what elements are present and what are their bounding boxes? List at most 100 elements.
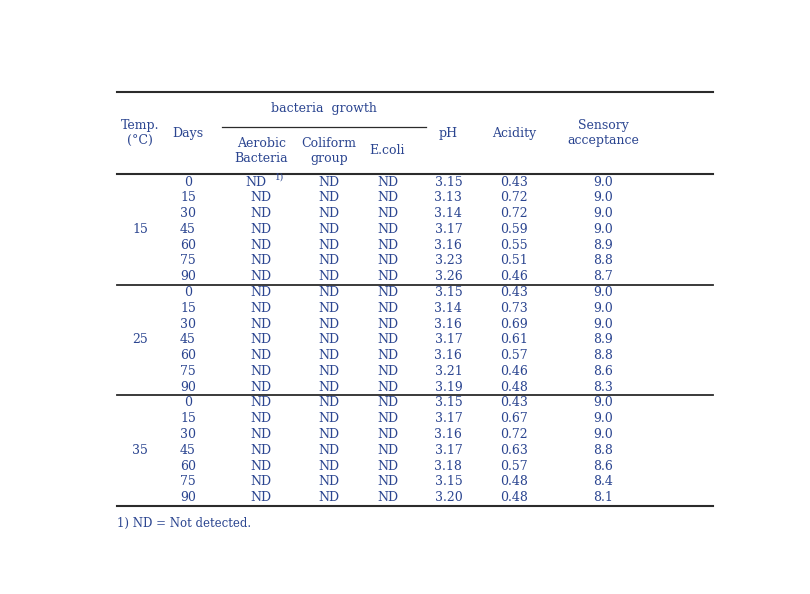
Text: ND: ND bbox=[318, 349, 339, 362]
Text: ND: ND bbox=[377, 254, 398, 267]
Text: ND: ND bbox=[318, 207, 339, 220]
Text: 0.67: 0.67 bbox=[501, 412, 528, 425]
Text: 9.0: 9.0 bbox=[594, 207, 613, 220]
Text: E.coli: E.coli bbox=[369, 144, 405, 157]
Text: ND: ND bbox=[377, 428, 398, 441]
Text: 1): 1) bbox=[275, 173, 284, 182]
Text: ND: ND bbox=[318, 318, 339, 331]
Text: 8.8: 8.8 bbox=[594, 444, 613, 457]
Text: ND: ND bbox=[318, 333, 339, 346]
Text: Temp.
(°C): Temp. (°C) bbox=[121, 119, 160, 147]
Text: 30: 30 bbox=[180, 318, 196, 331]
Text: 8.1: 8.1 bbox=[594, 491, 613, 504]
Text: 0.48: 0.48 bbox=[501, 475, 528, 488]
Text: ND: ND bbox=[377, 381, 398, 394]
Text: ND: ND bbox=[377, 365, 398, 378]
Text: 0.57: 0.57 bbox=[501, 349, 528, 362]
Text: ND: ND bbox=[377, 286, 398, 299]
Text: ND: ND bbox=[318, 223, 339, 236]
Text: 15: 15 bbox=[180, 191, 196, 204]
Text: ND: ND bbox=[251, 428, 272, 441]
Text: ND: ND bbox=[377, 207, 398, 220]
Text: 3.17: 3.17 bbox=[434, 333, 463, 346]
Text: 60: 60 bbox=[180, 349, 196, 362]
Text: Coliform
group: Coliform group bbox=[301, 137, 356, 165]
Text: 8.9: 8.9 bbox=[594, 239, 613, 252]
Text: 3.14: 3.14 bbox=[434, 302, 463, 315]
Text: 25: 25 bbox=[132, 333, 148, 346]
Text: 75: 75 bbox=[180, 475, 196, 488]
Text: 0.72: 0.72 bbox=[501, 207, 528, 220]
Text: ND: ND bbox=[245, 176, 266, 188]
Text: ND: ND bbox=[318, 254, 339, 267]
Text: 35: 35 bbox=[132, 444, 148, 457]
Text: 8.8: 8.8 bbox=[594, 349, 613, 362]
Text: 9.0: 9.0 bbox=[594, 286, 613, 299]
Text: 0.61: 0.61 bbox=[501, 333, 528, 346]
Text: 30: 30 bbox=[180, 428, 196, 441]
Text: bacteria  growth: bacteria growth bbox=[271, 102, 377, 115]
Text: 9.0: 9.0 bbox=[594, 176, 613, 188]
Text: ND: ND bbox=[377, 349, 398, 362]
Text: 0.55: 0.55 bbox=[501, 239, 528, 252]
Text: 75: 75 bbox=[180, 254, 196, 267]
Text: ND: ND bbox=[377, 302, 398, 315]
Text: Days: Days bbox=[173, 127, 203, 140]
Text: ND: ND bbox=[251, 381, 272, 394]
Text: Aerobic
Bacteria: Aerobic Bacteria bbox=[235, 137, 288, 165]
Text: ND: ND bbox=[377, 270, 398, 283]
Text: 8.6: 8.6 bbox=[594, 460, 613, 473]
Text: 0: 0 bbox=[184, 176, 192, 188]
Text: 90: 90 bbox=[180, 491, 196, 504]
Text: ND: ND bbox=[251, 365, 272, 378]
Text: 60: 60 bbox=[180, 460, 196, 473]
Text: 3.15: 3.15 bbox=[434, 475, 463, 488]
Text: Sensory
acceptance: Sensory acceptance bbox=[568, 119, 639, 147]
Text: ND: ND bbox=[377, 176, 398, 188]
Text: 9.0: 9.0 bbox=[594, 191, 613, 204]
Text: ND: ND bbox=[377, 239, 398, 252]
Text: 0.43: 0.43 bbox=[501, 286, 528, 299]
Text: 8.6: 8.6 bbox=[594, 365, 613, 378]
Text: 15: 15 bbox=[132, 223, 148, 236]
Text: ND: ND bbox=[318, 412, 339, 425]
Text: ND: ND bbox=[318, 270, 339, 283]
Text: ND: ND bbox=[377, 412, 398, 425]
Text: ND: ND bbox=[318, 239, 339, 252]
Text: 3.26: 3.26 bbox=[434, 270, 463, 283]
Text: 3.16: 3.16 bbox=[434, 318, 463, 331]
Text: 9.0: 9.0 bbox=[594, 302, 613, 315]
Text: 3.15: 3.15 bbox=[434, 176, 463, 188]
Text: 9.0: 9.0 bbox=[594, 428, 613, 441]
Text: 3.13: 3.13 bbox=[434, 191, 463, 204]
Text: 3.16: 3.16 bbox=[434, 428, 463, 441]
Text: 8.9: 8.9 bbox=[594, 333, 613, 346]
Text: 8.8: 8.8 bbox=[594, 254, 613, 267]
Text: 0.57: 0.57 bbox=[501, 460, 528, 473]
Text: 0.73: 0.73 bbox=[501, 302, 528, 315]
Text: ND: ND bbox=[251, 349, 272, 362]
Text: ND: ND bbox=[377, 223, 398, 236]
Text: ND: ND bbox=[251, 302, 272, 315]
Text: 3.20: 3.20 bbox=[434, 491, 463, 504]
Text: 0: 0 bbox=[184, 396, 192, 409]
Text: 90: 90 bbox=[180, 270, 196, 283]
Text: 1) ND = Not detected.: 1) ND = Not detected. bbox=[117, 517, 251, 530]
Text: ND: ND bbox=[251, 460, 272, 473]
Text: 3.16: 3.16 bbox=[434, 239, 463, 252]
Text: 45: 45 bbox=[180, 333, 196, 346]
Text: ND: ND bbox=[377, 318, 398, 331]
Text: 45: 45 bbox=[180, 444, 196, 457]
Text: ND: ND bbox=[318, 396, 339, 409]
Text: 9.0: 9.0 bbox=[594, 396, 613, 409]
Text: ND: ND bbox=[251, 318, 272, 331]
Text: ND: ND bbox=[251, 223, 272, 236]
Text: 30: 30 bbox=[180, 207, 196, 220]
Text: 0.43: 0.43 bbox=[501, 396, 528, 409]
Text: ND: ND bbox=[377, 460, 398, 473]
Text: 15: 15 bbox=[180, 412, 196, 425]
Text: ND: ND bbox=[251, 254, 272, 267]
Text: 3.23: 3.23 bbox=[434, 254, 463, 267]
Text: ND: ND bbox=[318, 302, 339, 315]
Text: 9.0: 9.0 bbox=[594, 223, 613, 236]
